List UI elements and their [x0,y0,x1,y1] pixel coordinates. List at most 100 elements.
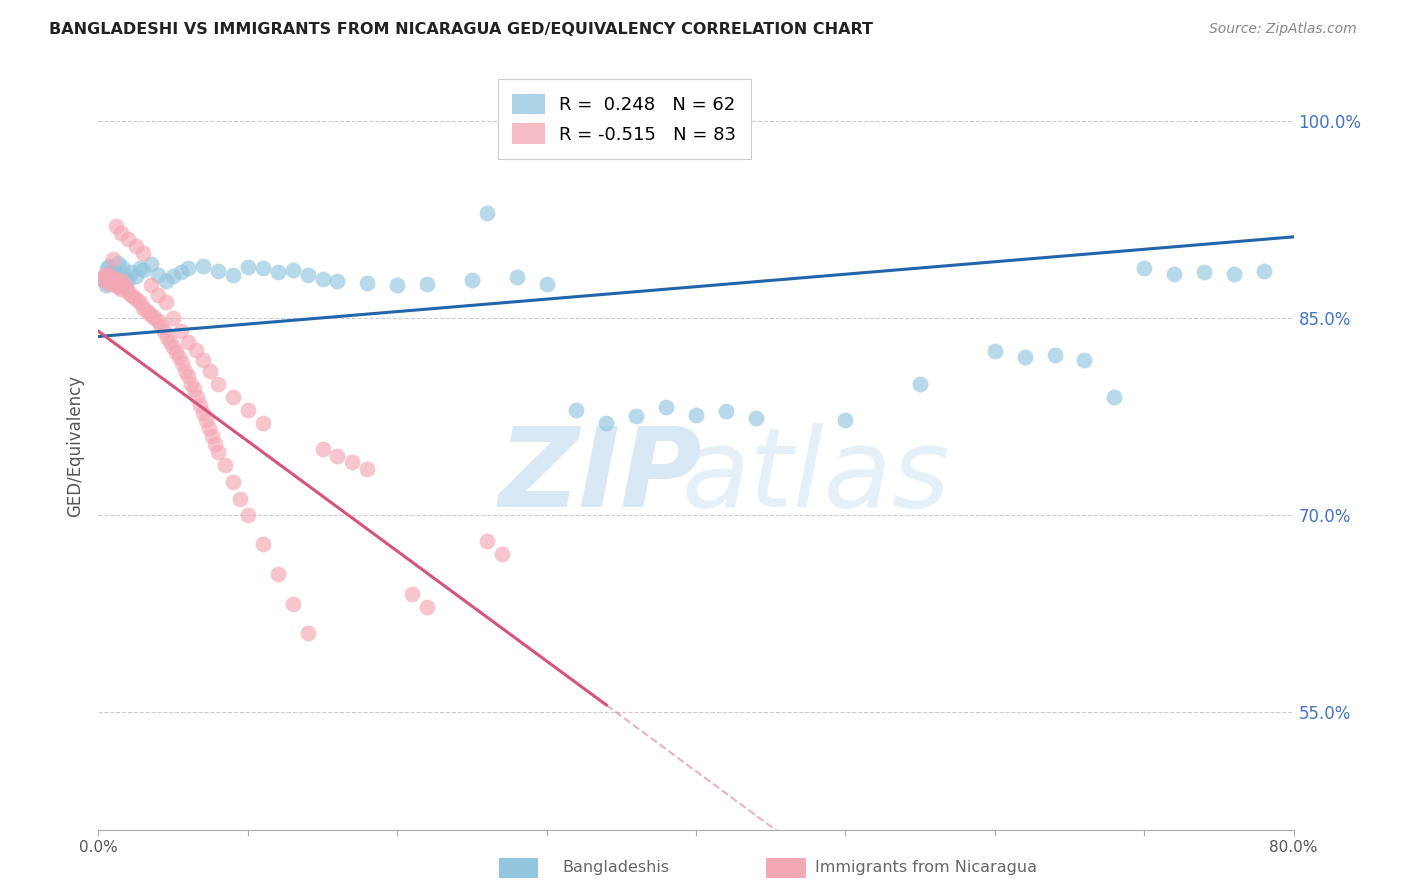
Point [342,455,364,469]
Point [356,462,378,476]
Point [97,277,120,291]
Point [107,256,129,270]
Point [236,260,259,274]
Point [297,268,319,282]
Point [475,534,498,549]
Point [103,252,125,267]
Point [97,259,120,273]
Point [191,259,214,273]
Point [162,340,184,354]
Point [385,278,409,293]
Point [105,219,128,234]
Point [156,329,179,343]
Point [401,586,423,600]
Point [1192,265,1215,279]
Text: Bangladeshis: Bangladeshis [562,860,669,874]
Point [167,351,190,365]
Point [143,311,166,326]
Point [356,276,378,290]
Point [655,401,678,415]
Point [177,368,200,383]
Point [326,275,349,289]
Point [207,445,229,459]
Point [91,272,114,286]
Point [207,376,229,391]
Point [297,625,319,640]
Point [198,421,221,435]
Point [1043,348,1066,362]
Point [188,398,211,412]
Point [195,413,218,427]
Point [207,264,229,278]
Point [127,293,149,307]
Text: atlas: atlas [681,423,950,530]
Point [191,353,214,368]
Point [834,413,856,427]
Point [214,458,236,472]
Point [112,277,135,291]
Point [103,275,125,289]
Point [114,272,136,286]
Point [984,343,1007,358]
Point [129,295,152,310]
Point [101,269,124,284]
Point [222,390,245,404]
Point [475,206,498,220]
Point [191,406,214,420]
Point [595,141,617,155]
Point [104,264,127,278]
Point [714,404,737,418]
Point [117,273,139,287]
Point [1253,264,1275,278]
Point [281,262,304,277]
Point [180,376,202,391]
Point [1163,267,1185,281]
Point [183,382,205,396]
Point [98,269,122,284]
Point [595,416,617,430]
Point [184,343,207,357]
Point [94,267,117,281]
Point [148,287,170,301]
Point [252,537,274,551]
Point [112,268,135,282]
Point [311,442,333,457]
Point [326,449,349,463]
Point [90,272,112,286]
Point [169,265,191,279]
Point [132,301,155,315]
Point [117,285,139,299]
Text: Immigrants from Nicaragua: Immigrants from Nicaragua [815,860,1038,874]
Point [416,277,439,291]
Point [745,410,768,425]
Point [107,277,129,291]
Point [177,334,200,349]
Point [1073,353,1095,368]
Point [155,295,177,310]
Point [506,270,529,285]
Point [236,508,259,522]
Point [150,318,173,333]
Point [139,278,162,293]
Point [110,226,132,240]
Point [125,239,148,253]
Point [536,277,558,291]
Point [174,363,197,377]
Point [111,275,134,289]
Point [565,403,588,417]
Point [114,279,136,293]
Point [162,311,184,326]
Point [626,409,648,424]
Point [104,278,127,293]
Text: BANGLADESHI VS IMMIGRANTS FROM NICARAGUA GED/EQUIVALENCY CORRELATION CHART: BANGLADESHI VS IMMIGRANTS FROM NICARAGUA… [49,22,873,37]
Point [96,275,118,289]
Point [236,403,259,417]
Point [1104,390,1126,404]
Point [108,279,131,293]
Point [98,265,122,279]
Point [94,278,117,293]
Point [153,324,176,338]
Point [252,416,274,430]
Point [120,287,142,301]
Point [105,267,128,281]
